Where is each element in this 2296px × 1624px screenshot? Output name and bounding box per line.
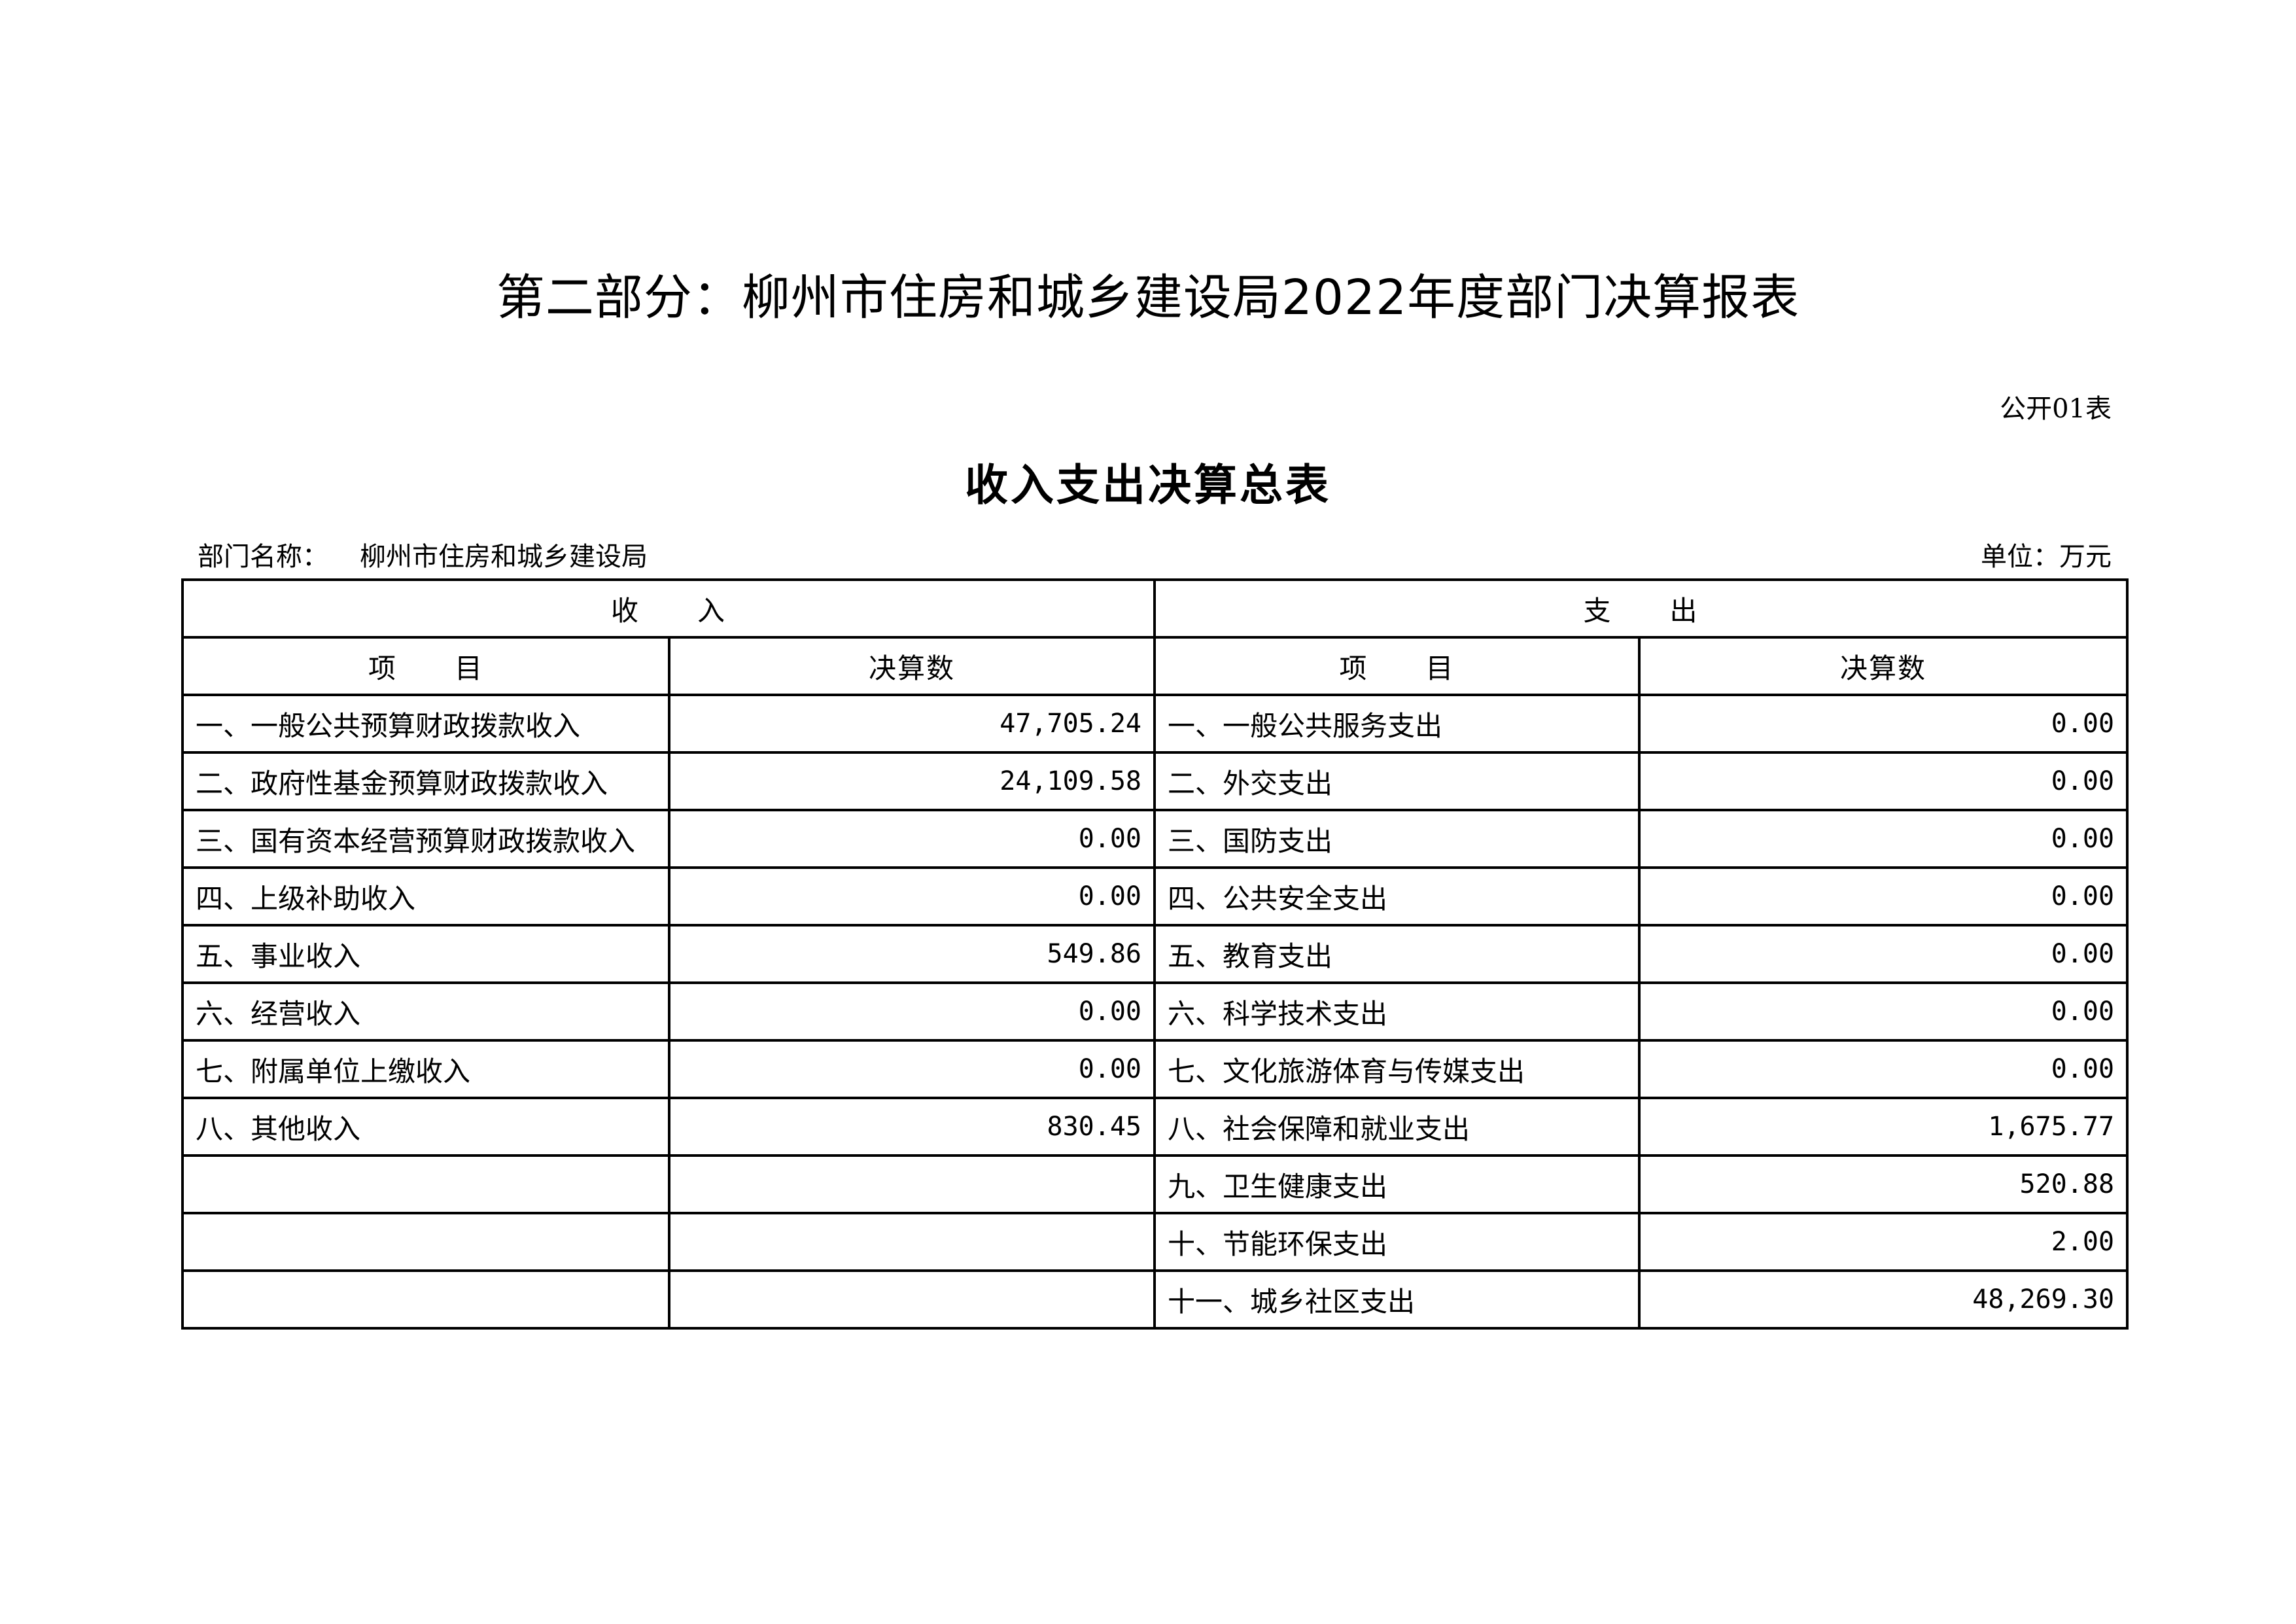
income-amount — [667, 1212, 1157, 1272]
department-label: 部门名称： — [198, 542, 328, 572]
page-title: 第二部分：柳州市住房和城乡建设局2022年度部门决算报表 — [496, 270, 1800, 326]
expense-item: 四、公共安全支出 — [1153, 866, 1641, 927]
department-line: 部门名称： 柳州市住房和城乡建设局 — [198, 535, 648, 573]
income-item-header: 项 目 — [181, 636, 670, 696]
income-item: 六、经营收入 — [181, 981, 670, 1042]
table-row: 十、节能环保支出 2.00 — [181, 1212, 2129, 1272]
expense-amount: 0.00 — [1638, 981, 2129, 1042]
expense-amount: 0.00 — [1638, 1039, 2129, 1099]
expense-item: 五、教育支出 — [1153, 924, 1641, 984]
department-name: 柳州市住房和城乡建设局 — [360, 542, 648, 572]
expense-amount: 0.00 — [1638, 694, 2129, 754]
expense-amount: 0.00 — [1638, 866, 2129, 927]
income-item: 四、上级补助收入 — [181, 866, 670, 927]
table-title: 收入支出决算总表 — [965, 460, 1331, 510]
income-amount: 0.00 — [667, 866, 1157, 927]
expense-item: 一、一般公共服务支出 — [1153, 694, 1641, 754]
income-item: 五、事业收入 — [181, 924, 670, 984]
expense-item: 十一、城乡社区支出 — [1153, 1269, 1641, 1330]
expense-item: 七、文化旅游体育与传媒支出 — [1153, 1039, 1641, 1099]
income-amount — [667, 1154, 1157, 1214]
expense-header: 支 出 — [1153, 578, 2129, 639]
expense-item: 八、社会保障和就业支出 — [1153, 1097, 1641, 1157]
income-item: 八、其他收入 — [181, 1097, 670, 1157]
income-amount: 0.00 — [667, 809, 1157, 869]
expense-item-header: 项 目 — [1153, 636, 1641, 696]
table-row: 三、国有资本经营预算财政拨款收入 0.00 三、国防支出 0.00 — [181, 809, 2129, 869]
income-amount: 549.86 — [667, 924, 1157, 984]
income-expense-table: 收 入 支 出 项 目 决算数 项 目 决算数 一、一般公共预算财政拨款收入 47… — [181, 578, 2129, 1330]
income-amount: 47,705.24 — [667, 694, 1157, 754]
expense-amount: 0.00 — [1638, 751, 2129, 811]
income-item: 一、一般公共预算财政拨款收入 — [181, 694, 670, 754]
income-amount: 830.45 — [667, 1097, 1157, 1157]
table-row: 八、其他收入 830.45 八、社会保障和就业支出 1,675.77 — [181, 1097, 2129, 1157]
income-item: 二、政府性基金预算财政拨款收入 — [181, 751, 670, 811]
expense-amount-header: 决算数 — [1638, 636, 2129, 696]
expense-item: 六、科学技术支出 — [1153, 981, 1641, 1042]
income-item — [181, 1269, 670, 1330]
expense-amount: 520.88 — [1638, 1154, 2129, 1214]
income-amount: 0.00 — [667, 1039, 1157, 1099]
income-amount: 0.00 — [667, 981, 1157, 1042]
table-row: 五、事业收入 549.86 五、教育支出 0.00 — [181, 924, 2129, 984]
income-item — [181, 1154, 670, 1214]
table-row: 九、卫生健康支出 520.88 — [181, 1154, 2129, 1214]
expense-item: 九、卫生健康支出 — [1153, 1154, 1641, 1214]
table-row: 十一、城乡社区支出 48,269.30 — [181, 1269, 2129, 1330]
income-item: 三、国有资本经营预算财政拨款收入 — [181, 809, 670, 869]
expense-amount: 0.00 — [1638, 924, 2129, 984]
expense-item: 二、外交支出 — [1153, 751, 1641, 811]
table-row: 四、上级补助收入 0.00 四、公共安全支出 0.00 — [181, 866, 2129, 927]
income-item: 七、附属单位上缴收入 — [181, 1039, 670, 1099]
expense-item: 十、节能环保支出 — [1153, 1212, 1641, 1272]
income-header: 收 入 — [181, 578, 1157, 639]
expense-amount: 48,269.30 — [1638, 1269, 2129, 1330]
expense-item: 三、国防支出 — [1153, 809, 1641, 869]
expense-amount: 0.00 — [1638, 809, 2129, 869]
income-item — [181, 1212, 670, 1272]
expense-amount: 2.00 — [1638, 1212, 2129, 1272]
income-amount: 24,109.58 — [667, 751, 1157, 811]
table-row: 七、附属单位上缴收入 0.00 七、文化旅游体育与传媒支出 0.00 — [181, 1039, 2129, 1099]
table-row: 一、一般公共预算财政拨款收入 47,705.24 一、一般公共服务支出 0.00 — [181, 694, 2129, 754]
unit-label: 单位：万元 — [1981, 542, 2112, 572]
income-amount-header: 决算数 — [667, 636, 1157, 696]
table-row: 二、政府性基金预算财政拨款收入 24,109.58 二、外交支出 0.00 — [181, 751, 2129, 811]
table-row: 六、经营收入 0.00 六、科学技术支出 0.00 — [181, 981, 2129, 1042]
income-amount — [667, 1269, 1157, 1330]
form-code: 公开01表 — [2000, 394, 2112, 424]
expense-amount: 1,675.77 — [1638, 1097, 2129, 1157]
